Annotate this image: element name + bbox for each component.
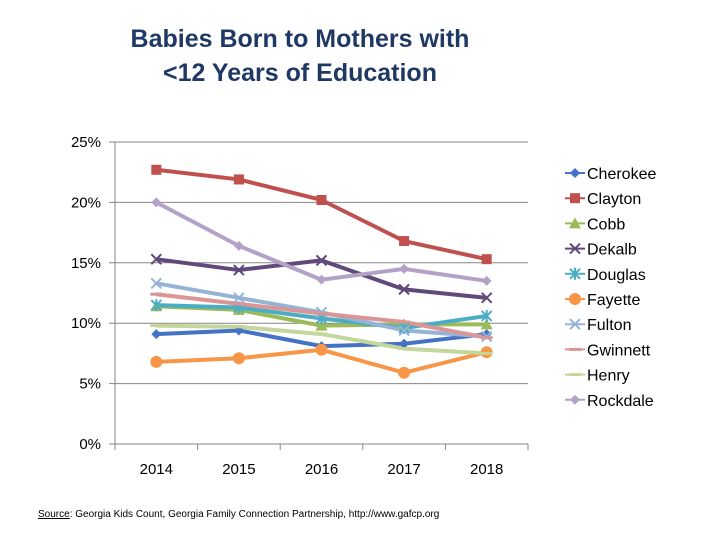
point-cherokee-2014 — [151, 329, 162, 340]
legend-item-clayton: Clayton — [565, 191, 641, 208]
point-fulton-2017 — [398, 324, 410, 337]
series-line-rockdale — [155, 200, 487, 283]
point-dekalb-2016 — [315, 254, 328, 267]
y-tick-label: 0% — [79, 436, 101, 453]
point-dekalb-2014 — [150, 253, 163, 265]
legend-label-rockdale: Rockdale — [587, 393, 654, 410]
legend-label-douglas: Douglas — [587, 267, 646, 284]
point-clayton-2015 — [233, 174, 244, 185]
legend-label-gwinnett: Gwinnett — [587, 342, 651, 359]
point-fayette-2016 — [315, 343, 328, 356]
legend-item-cobb: Cobb — [565, 216, 625, 233]
chart-title-line-1: Babies Born to Mothers with — [130, 25, 470, 53]
point-fayette-2015 — [232, 352, 245, 365]
legend-item-cherokee: Cherokee — [565, 166, 656, 183]
legend-item-rockdale: Rockdale — [565, 393, 654, 410]
point-fayette-2014 — [150, 355, 163, 368]
source-text: : Georgia Kids Count, Georgia Family Con… — [69, 509, 440, 520]
legend-label-clayton: Clayton — [587, 191, 641, 208]
point-douglas-2017 — [398, 322, 410, 335]
y-tick-label: 5% — [79, 376, 101, 393]
legend-marker-fulton — [569, 318, 581, 330]
y-tick-label: 15% — [71, 255, 101, 272]
x-tick-label-2016: 2016 — [305, 461, 338, 478]
legend-item-douglas: Douglas — [565, 267, 646, 284]
y-tick-label: 10% — [71, 315, 101, 332]
legend-item-fulton: Fulton — [565, 317, 631, 334]
legend: Cherokee Clayton Cobb Dekalb Douglas Fayette F… — [565, 166, 656, 410]
legend-marker-dekalb — [569, 242, 581, 255]
point-rockdale-2014 — [151, 197, 162, 208]
x-tick-label-2017: 2017 — [387, 461, 420, 478]
legend-item-fayette: Fayette — [565, 292, 640, 309]
x-tick-label-2014: 2014 — [140, 461, 173, 478]
point-clayton-2017 — [399, 236, 410, 247]
legend-label-fayette: Fayette — [587, 292, 640, 309]
source-note: Source: Georgia Kids Count, Georgia Fami… — [38, 509, 439, 520]
point-cherokee-2017 — [399, 338, 410, 349]
point-clayton-2016 — [316, 194, 327, 205]
chart-title: Babies Born to Mothers with <12 Years of… — [60, 22, 540, 90]
point-cobb-2018 — [480, 318, 493, 330]
legend-item-gwinnett: Gwinnett — [565, 342, 651, 359]
point-douglas-2014 — [150, 299, 163, 312]
x-tick-label-2018: 2018 — [470, 461, 503, 478]
legend-item-henry: Henry — [565, 368, 630, 385]
point-rockdale-2018 — [481, 275, 492, 286]
point-douglas-2018 — [480, 309, 493, 322]
axes — [109, 141, 529, 450]
series-line-clayton — [156, 167, 488, 262]
legend-label-cherokee: Cherokee — [587, 166, 656, 183]
line-chart: 0% 5% 10% 15% 20% 25% 2014 2015 2016 2017 2018 Ch… — [71, 134, 657, 478]
point-dekalb-2018 — [480, 292, 493, 304]
legend-marker-cobb — [569, 217, 581, 229]
source-label: Source — [38, 509, 70, 520]
point-clayton-2018 — [481, 254, 492, 265]
legend-marker-clayton — [570, 193, 580, 204]
point-dekalb-2017 — [398, 283, 410, 296]
series-markers — [150, 164, 493, 379]
y-tick-label: 20% — [71, 194, 101, 211]
point-fulton-2015 — [233, 292, 245, 304]
legend-label-cobb: Cobb — [587, 216, 625, 233]
legend-label-dekalb: Dekalb — [587, 242, 637, 259]
legend-label-henry: Henry — [587, 368, 630, 385]
point-rockdale-2015 — [233, 240, 244, 251]
legend-marker-fayette — [569, 293, 581, 305]
x-tick-labels: 2014 2015 2016 2017 2018 — [140, 461, 504, 478]
point-fulton-2014 — [150, 277, 163, 290]
point-rockdale-2017 — [399, 263, 410, 274]
legend-marker-rockdale — [570, 394, 580, 405]
legend-marker-cherokee — [570, 168, 580, 178]
x-tick-label-2015: 2015 — [222, 461, 255, 478]
legend-marker-douglas — [569, 267, 581, 280]
point-rockdale-2016 — [316, 274, 327, 285]
point-clayton-2014 — [151, 164, 162, 175]
point-dekalb-2015 — [233, 264, 245, 276]
legend-label-fulton: Fulton — [587, 317, 631, 334]
chart-title-line-2: <12 Years of Education — [163, 59, 437, 87]
point-cobb-2016 — [315, 319, 328, 331]
point-fayette-2017 — [398, 366, 411, 379]
y-tick-label: 25% — [71, 134, 101, 151]
legend-item-dekalb: Dekalb — [565, 242, 637, 259]
y-tick-labels: 0% 5% 10% 15% 20% 25% — [71, 134, 101, 453]
